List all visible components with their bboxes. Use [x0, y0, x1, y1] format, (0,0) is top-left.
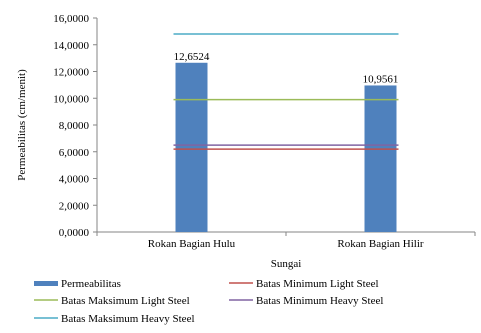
x-tick-label: Rokan Bagian Hilir: [337, 238, 423, 250]
bar-value-label: 10,9561: [363, 73, 399, 85]
bar: [175, 62, 208, 232]
legend: Permeabilitas Batas Minimum Light Steel Ba…: [34, 278, 383, 325]
legend-label: Batas Minimum Heavy Steel: [256, 295, 383, 307]
bar-value-label: 12,6524: [174, 51, 210, 63]
data-labels: 12,6524 10,9561: [174, 51, 399, 86]
x-axis: Rokan Bagian Hulu Rokan Bagian Hilir: [96, 231, 476, 250]
bars: [175, 62, 397, 233]
legend-swatch: [34, 281, 58, 286]
legend-label: Batas Maksimum Heavy Steel: [61, 313, 195, 325]
legend-label: Permeabilitas: [61, 278, 121, 290]
x-axis-title: Sungai: [271, 258, 302, 270]
bar: [364, 85, 397, 233]
y-tick-label: 4,0000: [59, 174, 90, 186]
y-axis: 0,0000 2,0000 4,0000 6,0000 8,0000 10,0000 12,…: [53, 13, 98, 239]
legend-label: Batas Minimum Light Steel: [256, 278, 379, 290]
y-tick-label: 2,0000: [59, 200, 90, 212]
x-tick-label: Rokan Bagian Hulu: [148, 238, 236, 250]
y-tick-label: 14,0000: [53, 40, 89, 52]
y-axis-title: Permeabilitas (cm/menit): [16, 69, 28, 181]
y-tick-label: 12,0000: [53, 67, 89, 79]
reference-lines: [173, 33, 399, 150]
y-tick-label: 8,0000: [59, 120, 90, 132]
y-tick-label: 0,0000: [59, 227, 90, 239]
y-tick-label: 10,0000: [53, 93, 89, 105]
legend-label: Batas Maksimum Light Steel: [61, 295, 190, 307]
y-tick-label: 16,0000: [53, 13, 89, 25]
y-tick-label: 6,0000: [59, 147, 90, 159]
